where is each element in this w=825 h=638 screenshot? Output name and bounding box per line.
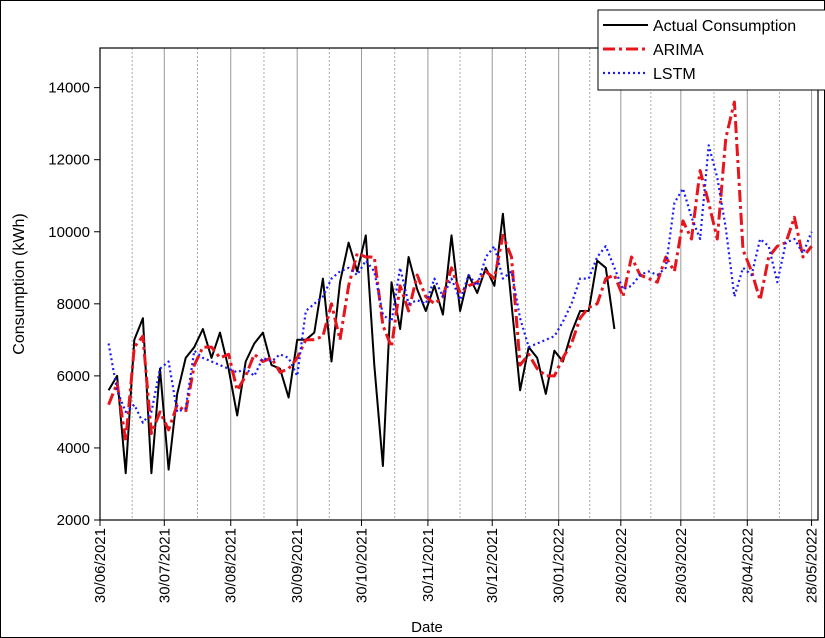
legend-label: Actual Consumption [653, 18, 796, 35]
x-tick-label: 28/03/2022 [673, 528, 690, 603]
series-line [107, 100, 813, 443]
x-axis-label: Date [411, 619, 443, 636]
x-tick-label: 30/09/2021 [289, 528, 306, 603]
legend-label: LSTM [653, 66, 696, 83]
y-tick-label: 6000 [57, 368, 90, 385]
x-tick-label: 30/01/2022 [551, 528, 568, 603]
y-tick-label: 8000 [57, 296, 90, 313]
x-tick-label: 28/05/2022 [804, 528, 821, 603]
x-tick-label: 30/11/2021 [420, 528, 437, 602]
x-tick-label: 28/02/2022 [613, 528, 630, 603]
plot-frame [99, 47, 819, 521]
x-tick-label: 28/04/2022 [739, 528, 756, 603]
legend-label: ARIMA [653, 42, 704, 59]
series-line [107, 144, 813, 424]
y-tick-label: 10000 [48, 224, 90, 241]
y-tick-label: 14000 [48, 80, 90, 97]
series-line [107, 212, 616, 475]
y-tick-label: 4000 [57, 440, 90, 457]
x-tick-label: 30/07/2021 [156, 528, 173, 603]
x-tick-label: 30/06/2021 [92, 528, 109, 603]
x-tick-label: 30/12/2021 [484, 528, 501, 603]
y-axis-label: Consumption (kWh) [11, 213, 28, 354]
x-tick-label: 30/10/2021 [353, 528, 370, 603]
y-tick-label: 12000 [48, 152, 90, 169]
y-tick-label: 2000 [57, 512, 90, 529]
x-tick-label: 30/08/2021 [223, 528, 240, 603]
